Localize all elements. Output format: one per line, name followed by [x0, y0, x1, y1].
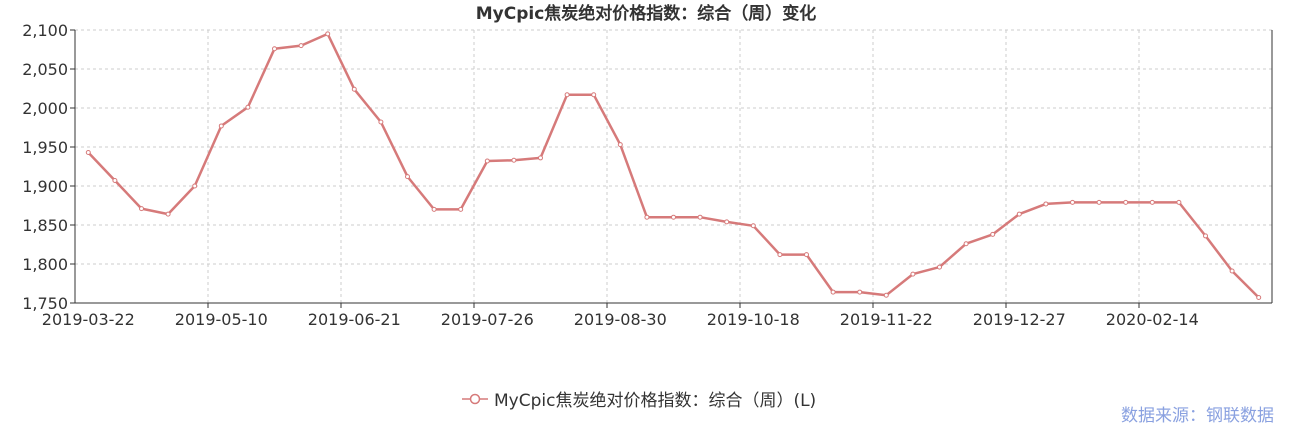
data-point	[1016, 211, 1022, 217]
y-tick-label: 2,050	[22, 60, 68, 79]
y-tick-label: 2,100	[22, 21, 68, 40]
grid	[75, 29, 1272, 303]
data-point	[564, 92, 570, 98]
x-tick-label: 2019-03-22	[42, 310, 135, 329]
data-point	[272, 46, 277, 52]
line-circle-icon	[462, 393, 488, 404]
axes: 1,750 1,800 1,850 1,900 1,950 2,000 2,050 2,100…	[22, 21, 1273, 329]
data-point	[697, 214, 703, 220]
data-point	[85, 149, 91, 155]
data-point	[325, 31, 331, 37]
data-point	[617, 142, 623, 148]
line-chart: MyCpic焦炭绝对价格指数：综合（周）变化 1,7501,8001,8501,…	[22, 3, 1273, 329]
x-tick-label: 2019-11-22	[840, 310, 933, 329]
y-tick-label: 2,000	[22, 99, 68, 118]
data-point	[777, 252, 783, 258]
data-point	[218, 123, 224, 129]
data-point	[405, 174, 410, 180]
data-point	[458, 206, 464, 212]
data-point	[671, 214, 676, 220]
data-point	[298, 43, 304, 49]
data-point	[1203, 233, 1208, 239]
data-point	[750, 223, 756, 229]
data-point	[724, 219, 730, 225]
data-source: 数据来源：钢联数据	[1121, 406, 1274, 426]
data-point	[883, 292, 889, 298]
data-point	[165, 211, 171, 217]
data-point	[1043, 201, 1049, 207]
data-point	[1176, 199, 1182, 205]
data-point	[351, 86, 357, 92]
legend-item[interactable]: MyCpic焦炭绝对价格指数：综合（周）(L)	[462, 386, 816, 411]
data-point	[963, 241, 969, 247]
series	[85, 31, 1262, 301]
data-point	[644, 214, 650, 220]
data-point	[538, 155, 543, 161]
x-tick-label: 2020-02-14	[1106, 310, 1199, 329]
y-tick-label: 1,900	[22, 177, 68, 196]
data-point	[937, 264, 942, 270]
data-point	[431, 206, 437, 212]
y-tick-label: 1,750	[22, 294, 68, 313]
data-point	[1149, 199, 1155, 205]
data-point	[910, 271, 916, 277]
data-point	[245, 104, 251, 110]
data-point	[511, 157, 517, 163]
y-tick-label: 1,800	[22, 255, 68, 274]
data-point	[378, 119, 384, 125]
chart-title: MyCpic焦炭绝对价格指数：综合（周）变化	[476, 3, 817, 24]
y-tick-label: 1,950	[22, 138, 68, 157]
data-point	[857, 289, 863, 295]
x-tick-label: 2019-10-18	[707, 310, 800, 329]
x-tick-label: 2019-06-21	[308, 310, 401, 329]
legend-label: MyCpic焦炭绝对价格指数：综合（周）(L)	[494, 391, 817, 411]
x-tick-label: 2019-07-26	[441, 310, 534, 329]
x-tick-label: 2019-05-10	[175, 310, 268, 329]
x-tick-label: 2019-12-27	[973, 310, 1066, 329]
data-point	[1070, 199, 1075, 205]
series-line	[87, 32, 1260, 299]
data-point	[112, 178, 118, 184]
data-point	[830, 289, 836, 295]
data-point	[1229, 268, 1235, 274]
data-point	[1123, 199, 1129, 205]
y-tick-label: 1,850	[22, 216, 68, 235]
data-point	[1096, 199, 1102, 205]
data-point	[591, 92, 597, 98]
data-point	[804, 252, 809, 258]
data-point	[192, 183, 198, 189]
data-point	[139, 206, 144, 212]
data-point	[990, 231, 996, 237]
data-point	[484, 158, 490, 164]
data-point	[1256, 295, 1262, 301]
x-tick-label: 2019-08-30	[574, 310, 667, 329]
